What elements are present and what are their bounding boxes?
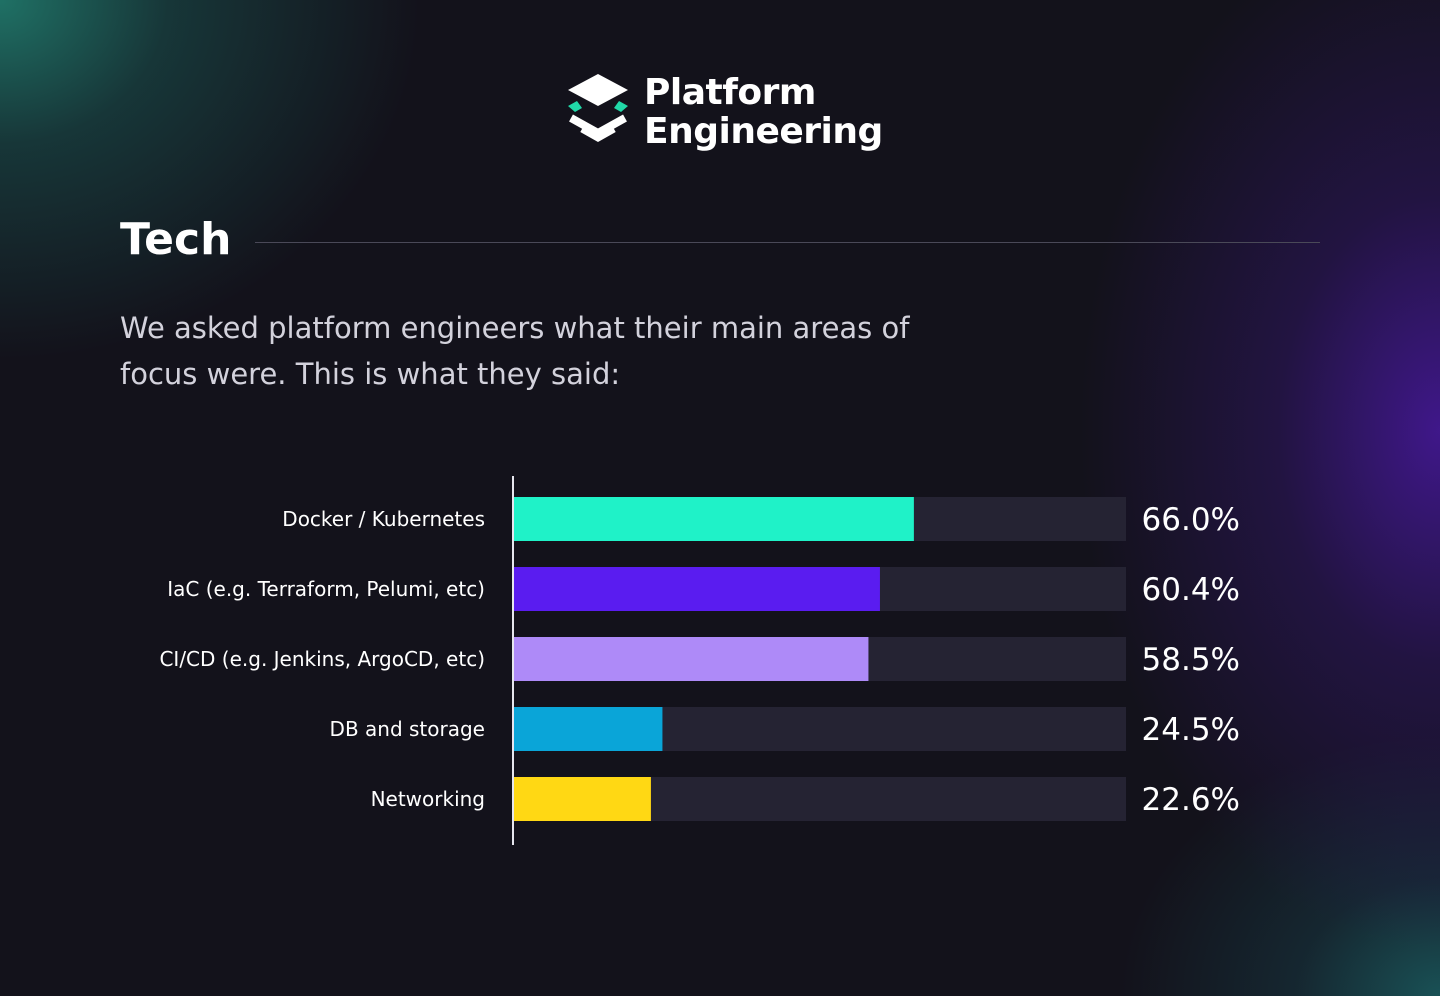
bar [514,707,663,751]
layers-logo-icon [568,74,628,143]
bar [514,637,869,681]
bar [514,777,651,821]
intro-text: We asked platform engineers what their m… [120,311,910,391]
bar [514,497,914,541]
logo-wordmark: Platform Engineering [644,73,883,151]
section-title: Tech [120,214,232,265]
category-label: DB and storage [330,717,485,741]
data-label: 60.4% [1142,572,1240,608]
title-divider [255,242,1320,243]
logo-text-line1: Platform [644,72,816,113]
data-label: 24.5% [1142,712,1240,748]
category-label: Networking [371,787,485,811]
platform-engineering-logo: Platform Engineering [566,72,883,152]
data-label: 66.0% [1142,502,1240,538]
data-label: 58.5% [1142,642,1240,678]
logo-text-line2: Engineering [644,111,883,152]
data-label: 22.6% [1142,782,1240,818]
bar [514,567,880,611]
category-label: IaC (e.g. Terraform, Pelumi, etc) [167,577,485,601]
category-label: Docker / Kubernetes [282,507,485,531]
category-label: CI/CD (e.g. Jenkins, ArgoCD, etc) [159,647,485,671]
